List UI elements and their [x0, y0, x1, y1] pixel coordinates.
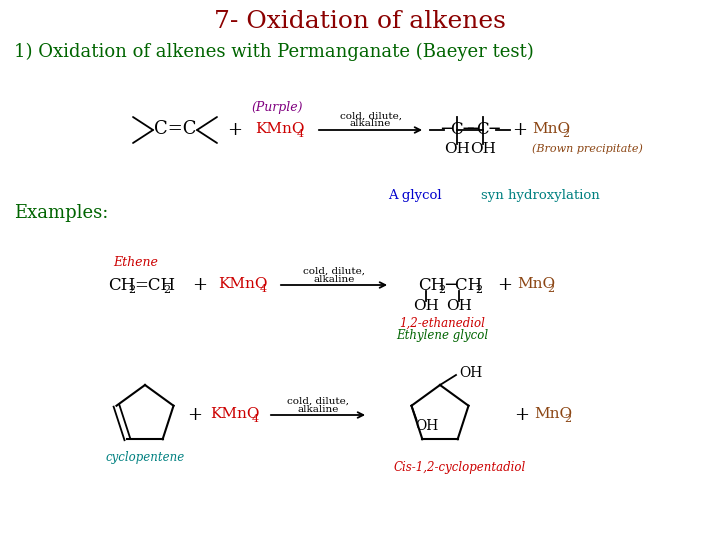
Text: 1) Oxidation of alkenes with Permanganate (Baeyer test): 1) Oxidation of alkenes with Permanganat…: [14, 43, 534, 61]
Text: OH: OH: [446, 299, 472, 313]
Text: Ethylene glycol: Ethylene glycol: [396, 328, 488, 341]
Text: MnO: MnO: [517, 277, 555, 291]
Text: Examples:: Examples:: [14, 204, 109, 222]
Text: cold, dilute,: cold, dilute,: [287, 396, 349, 406]
Text: MnO: MnO: [532, 122, 570, 136]
Text: cold, dilute,: cold, dilute,: [303, 267, 365, 275]
Text: 4: 4: [252, 414, 259, 424]
Text: OH: OH: [413, 299, 439, 313]
Text: (Brown precipitate): (Brown precipitate): [532, 144, 643, 154]
Text: Cis-1,2-cyclopentadiol: Cis-1,2-cyclopentadiol: [394, 461, 526, 474]
Text: A glycol: A glycol: [388, 188, 442, 201]
Text: 7- Oxidation of alkenes: 7- Oxidation of alkenes: [214, 10, 506, 33]
Text: alkaline: alkaline: [350, 119, 391, 129]
Text: cyclopentene: cyclopentene: [105, 450, 184, 463]
Text: KMnO: KMnO: [210, 407, 259, 421]
Text: 2: 2: [547, 284, 554, 294]
Text: 1,2-ethanediol: 1,2-ethanediol: [399, 316, 485, 329]
Text: +: +: [187, 406, 202, 424]
Text: 2: 2: [562, 129, 569, 139]
Text: 2: 2: [438, 285, 445, 295]
Text: =CH: =CH: [134, 276, 175, 294]
Text: (Purple): (Purple): [251, 102, 302, 114]
Text: Ethene: Ethene: [114, 256, 158, 269]
Text: alkaline: alkaline: [297, 404, 338, 414]
Text: 2: 2: [475, 285, 482, 295]
Text: MnO: MnO: [534, 407, 572, 421]
Text: C=C: C=C: [154, 120, 197, 138]
Text: +: +: [192, 276, 207, 294]
Text: 4: 4: [297, 129, 304, 139]
Text: ─C─: ─C─: [467, 122, 499, 138]
Text: syn hydroxylation: syn hydroxylation: [481, 188, 599, 201]
Text: KMnO: KMnO: [255, 122, 305, 136]
Text: OH: OH: [470, 142, 496, 156]
Text: alkaline: alkaline: [313, 274, 355, 284]
Text: OH: OH: [444, 142, 470, 156]
Text: OH: OH: [459, 366, 482, 380]
Text: +: +: [498, 276, 513, 294]
Text: 2: 2: [163, 285, 170, 295]
Text: +: +: [228, 121, 243, 139]
Text: +: +: [513, 121, 528, 139]
Text: CH: CH: [108, 276, 135, 294]
Text: cold, dilute,: cold, dilute,: [340, 111, 402, 120]
Text: OH: OH: [415, 418, 438, 433]
Text: 2: 2: [128, 285, 135, 295]
Text: CH: CH: [418, 276, 445, 294]
Text: KMnO: KMnO: [218, 277, 268, 291]
Text: ─C─: ─C─: [441, 122, 473, 138]
Text: 2: 2: [564, 414, 571, 424]
Text: ─CH: ─CH: [445, 276, 482, 294]
Text: +: +: [515, 406, 529, 424]
Text: 4: 4: [260, 284, 267, 294]
